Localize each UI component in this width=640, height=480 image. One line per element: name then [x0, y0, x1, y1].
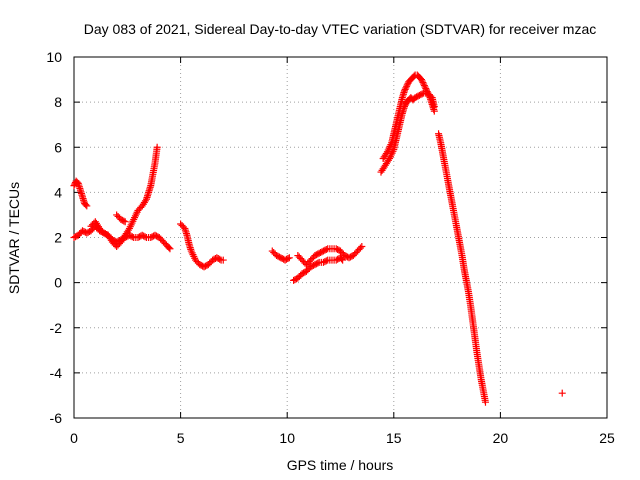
- x-axis-label: GPS time / hours: [287, 457, 394, 473]
- data-point: [322, 246, 330, 254]
- data-point: [400, 87, 408, 95]
- data-point: [120, 217, 128, 225]
- data-point: [420, 80, 428, 88]
- data-point: [284, 255, 292, 263]
- data-point: [141, 197, 149, 205]
- x-tick-label: 15: [386, 430, 402, 446]
- data-point: [418, 90, 426, 98]
- y-tick-label: 2: [54, 230, 62, 246]
- data-point: [141, 233, 149, 241]
- data-point: [430, 107, 438, 115]
- data-point: [558, 389, 566, 397]
- data-point: [402, 84, 410, 92]
- data-point: [418, 76, 426, 84]
- y-tick-label: -2: [50, 320, 63, 336]
- y-tick-label: 6: [54, 139, 62, 155]
- x-tick-label: 5: [177, 430, 185, 446]
- y-tick-label: 8: [54, 94, 62, 110]
- data-point: [356, 244, 364, 252]
- data-point: [481, 398, 489, 406]
- tick-labels: 0 5 10 15 20 25 -6 -4 -2 0 2 4 6 8 10: [46, 49, 615, 446]
- data-point: [425, 91, 433, 99]
- data-point: [401, 85, 409, 93]
- y-tick-label: 10: [46, 49, 62, 65]
- data-point: [128, 233, 136, 241]
- data-point: [421, 83, 429, 91]
- data-point: [285, 254, 293, 262]
- data-point: [121, 218, 129, 226]
- data-point: [338, 255, 346, 263]
- y-axis-label: SDTVAR / TECUs: [6, 182, 22, 294]
- data-point: [216, 255, 224, 263]
- data-point: [82, 201, 90, 209]
- data-point: [358, 243, 366, 251]
- data-point: [423, 88, 431, 96]
- data-point: [165, 244, 173, 252]
- data-point: [419, 79, 427, 87]
- data-point: [424, 89, 432, 97]
- data-point: [153, 143, 161, 151]
- data-point: [339, 256, 347, 264]
- data-point: [418, 77, 426, 85]
- y-tick-label: 0: [54, 275, 62, 291]
- data-point: [422, 85, 430, 93]
- data-point: [403, 81, 411, 89]
- data-point: [425, 92, 433, 100]
- data-point: [420, 82, 428, 90]
- data-point: [314, 259, 322, 267]
- data-point: [166, 245, 174, 253]
- chart-title: Day 083 of 2021, Sidereal Day-to-day VTE…: [84, 21, 597, 37]
- x-tick-label: 25: [599, 430, 615, 446]
- y-tick-label: -6: [50, 410, 63, 426]
- data-point: [219, 256, 227, 264]
- grid-lines: [74, 57, 607, 418]
- x-tick-label: 10: [279, 430, 295, 446]
- y-tick-label: 4: [54, 184, 62, 200]
- data-points: [70, 71, 566, 406]
- x-tick-label: 20: [493, 430, 509, 446]
- x-tick-label: 0: [70, 430, 78, 446]
- axis-ticks: [73, 56, 608, 419]
- data-point: [403, 82, 411, 90]
- data-point: [422, 86, 430, 94]
- data-point: [83, 202, 91, 210]
- y-tick-label: -4: [50, 365, 63, 381]
- data-point: [322, 257, 330, 265]
